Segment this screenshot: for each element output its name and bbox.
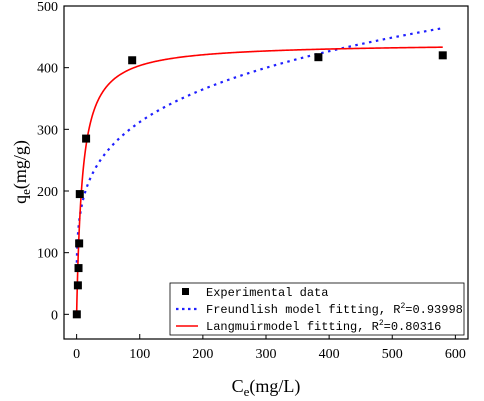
y-tick-label: 400	[37, 62, 58, 77]
experimental-data-point	[82, 134, 91, 143]
langmuir-fit-line	[75, 46, 443, 315]
y-tick-label: 300	[37, 123, 58, 138]
x-tick-label: 500	[382, 347, 403, 362]
experimental-data-point	[438, 51, 447, 60]
y-tick-label: 0	[51, 308, 58, 323]
legend-label-experimental: Experimental data	[206, 286, 328, 300]
legend-marker-experimental	[182, 288, 189, 295]
experimental-data-point	[72, 310, 81, 319]
legend: Experimental data Freundlish model fitti…	[169, 282, 465, 336]
y-tick-label: 100	[37, 247, 58, 262]
y-tick-label: 500	[37, 0, 58, 15]
legend-label-freundlich: Freundlish model fitting, R2=0.93998	[206, 302, 463, 317]
experimental-data-point	[74, 264, 83, 273]
experimental-data-point	[73, 281, 82, 290]
x-tick-label: 200	[192, 347, 213, 362]
x-tick-label: 300	[256, 347, 277, 362]
experimental-data-point	[75, 190, 84, 199]
y-tick-label: 200	[37, 185, 58, 200]
x-tick-label: 100	[129, 347, 150, 362]
experimental-data-point	[75, 239, 84, 248]
x-tick-label: 600	[445, 347, 466, 362]
fit-curves	[75, 27, 443, 315]
y-axis-ticks: 0 100 200 300 400 500	[37, 0, 69, 323]
data-points	[72, 51, 447, 319]
experimental-data-point	[128, 56, 137, 65]
x-axis-ticks: 0 100 200 300 400 500 600	[73, 334, 466, 362]
legend-box	[169, 282, 465, 336]
experimental-data-point	[314, 53, 323, 62]
x-tick-label: 400	[319, 347, 340, 362]
y-axis-label: qe(mg/g)	[10, 140, 33, 204]
legend-label-langmuir: Langmuirmodel fitting, R2=0.80316	[206, 319, 441, 334]
x-tick-label: 0	[73, 347, 80, 362]
x-axis-label: Ce(mg/L)	[232, 376, 301, 399]
freundlich-fit-line	[75, 27, 443, 263]
